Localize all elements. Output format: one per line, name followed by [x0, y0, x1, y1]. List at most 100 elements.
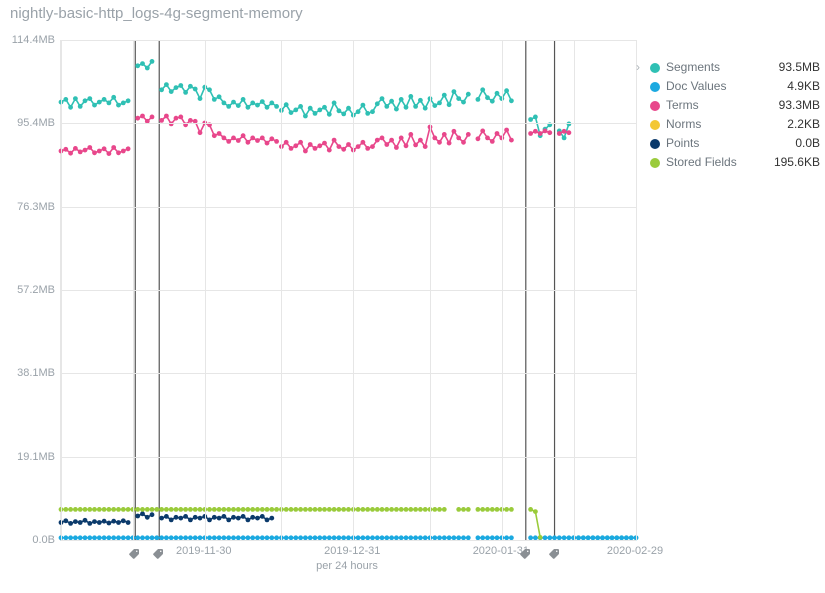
- series-point[interactable]: [308, 142, 313, 147]
- series-point[interactable]: [231, 507, 236, 512]
- series-point[interactable]: [169, 89, 174, 94]
- series-point[interactable]: [485, 95, 490, 100]
- series-point[interactable]: [107, 521, 112, 526]
- series-point[interactable]: [97, 520, 102, 525]
- series-point[interactable]: [322, 141, 327, 146]
- series-point[interactable]: [150, 115, 155, 120]
- series-point[interactable]: [222, 136, 227, 141]
- series-point[interactable]: [452, 89, 457, 94]
- series-point[interactable]: [226, 507, 231, 512]
- series-point[interactable]: [126, 520, 131, 525]
- series-point[interactable]: [217, 131, 222, 136]
- series-point[interactable]: [327, 507, 332, 512]
- series-point[interactable]: [274, 139, 279, 144]
- series-point[interactable]: [289, 146, 294, 151]
- series-point[interactable]: [226, 104, 231, 109]
- series-point[interactable]: [102, 97, 107, 102]
- series-point[interactable]: [78, 104, 83, 109]
- series-point[interactable]: [543, 129, 548, 134]
- series-point[interactable]: [193, 507, 198, 512]
- series-point[interactable]: [97, 507, 102, 512]
- series-point[interactable]: [188, 518, 193, 523]
- series-point[interactable]: [135, 514, 140, 519]
- series-point[interactable]: [102, 519, 107, 524]
- series-point[interactable]: [135, 507, 140, 512]
- series-point[interactable]: [413, 143, 418, 148]
- series-point[interactable]: [140, 507, 145, 512]
- series-point[interactable]: [341, 147, 346, 152]
- series-point[interactable]: [265, 518, 270, 523]
- series-point[interactable]: [150, 59, 155, 64]
- series-point[interactable]: [169, 507, 174, 512]
- series-point[interactable]: [380, 96, 385, 101]
- series-point[interactable]: [107, 507, 112, 512]
- series-point[interactable]: [68, 105, 73, 110]
- series-point[interactable]: [188, 507, 193, 512]
- series-point[interactable]: [145, 507, 150, 512]
- series-point[interactable]: [308, 106, 313, 111]
- series-point[interactable]: [121, 149, 126, 154]
- series-point[interactable]: [116, 507, 121, 512]
- series-point[interactable]: [150, 507, 155, 512]
- series-point[interactable]: [317, 143, 322, 148]
- series-point[interactable]: [269, 516, 274, 521]
- series-point[interactable]: [509, 98, 514, 103]
- series-point[interactable]: [73, 146, 78, 151]
- series-point[interactable]: [236, 138, 241, 143]
- series-point[interactable]: [73, 519, 78, 524]
- series-point[interactable]: [198, 130, 203, 135]
- tag-icon[interactable]: [152, 548, 164, 560]
- series-point[interactable]: [423, 144, 428, 149]
- series-point[interactable]: [399, 136, 404, 141]
- series-point[interactable]: [346, 142, 351, 147]
- series-point[interactable]: [327, 148, 332, 153]
- series-point[interactable]: [341, 112, 346, 117]
- series-point[interactable]: [198, 516, 203, 521]
- series-point[interactable]: [480, 507, 485, 512]
- series-point[interactable]: [269, 136, 274, 141]
- series-point[interactable]: [504, 128, 509, 133]
- series-point[interactable]: [404, 105, 409, 110]
- series-point[interactable]: [461, 507, 466, 512]
- series-point[interactable]: [83, 518, 88, 523]
- series-point[interactable]: [509, 507, 514, 512]
- series-point[interactable]: [231, 136, 236, 141]
- series-point[interactable]: [198, 507, 203, 512]
- series-point[interactable]: [485, 507, 490, 512]
- series-point[interactable]: [126, 507, 131, 512]
- series-point[interactable]: [313, 111, 318, 116]
- series-point[interactable]: [408, 132, 413, 137]
- series-point[interactable]: [174, 116, 179, 121]
- series-point[interactable]: [183, 514, 188, 519]
- series-point[interactable]: [538, 131, 543, 136]
- series-point[interactable]: [394, 145, 399, 150]
- legend-item[interactable]: Norms2.2KB: [650, 115, 820, 134]
- series-point[interactable]: [78, 507, 83, 512]
- series-point[interactable]: [490, 139, 495, 144]
- series-point[interactable]: [293, 108, 298, 113]
- series-point[interactable]: [346, 106, 351, 111]
- series-point[interactable]: [92, 519, 97, 524]
- series-point[interactable]: [528, 117, 533, 122]
- series-point[interactable]: [92, 507, 97, 512]
- series-point[interactable]: [269, 507, 274, 512]
- series-point[interactable]: [418, 138, 423, 143]
- series-point[interactable]: [495, 507, 500, 512]
- series-point[interactable]: [111, 95, 116, 100]
- series-point[interactable]: [236, 507, 241, 512]
- tag-icon[interactable]: [548, 548, 560, 560]
- series-point[interactable]: [212, 97, 217, 102]
- series-point[interactable]: [97, 100, 102, 105]
- series-point[interactable]: [236, 103, 241, 108]
- series-point[interactable]: [135, 116, 140, 121]
- series-point[interactable]: [231, 515, 236, 520]
- series-point[interactable]: [394, 107, 399, 112]
- series-point[interactable]: [68, 521, 73, 526]
- series-point[interactable]: [365, 146, 370, 151]
- series-point[interactable]: [111, 507, 116, 512]
- series-point[interactable]: [356, 144, 361, 149]
- legend-collapse-icon[interactable]: ›: [636, 60, 640, 74]
- series-point[interactable]: [241, 514, 246, 519]
- series-point[interactable]: [78, 520, 83, 525]
- series-point[interactable]: [341, 507, 346, 512]
